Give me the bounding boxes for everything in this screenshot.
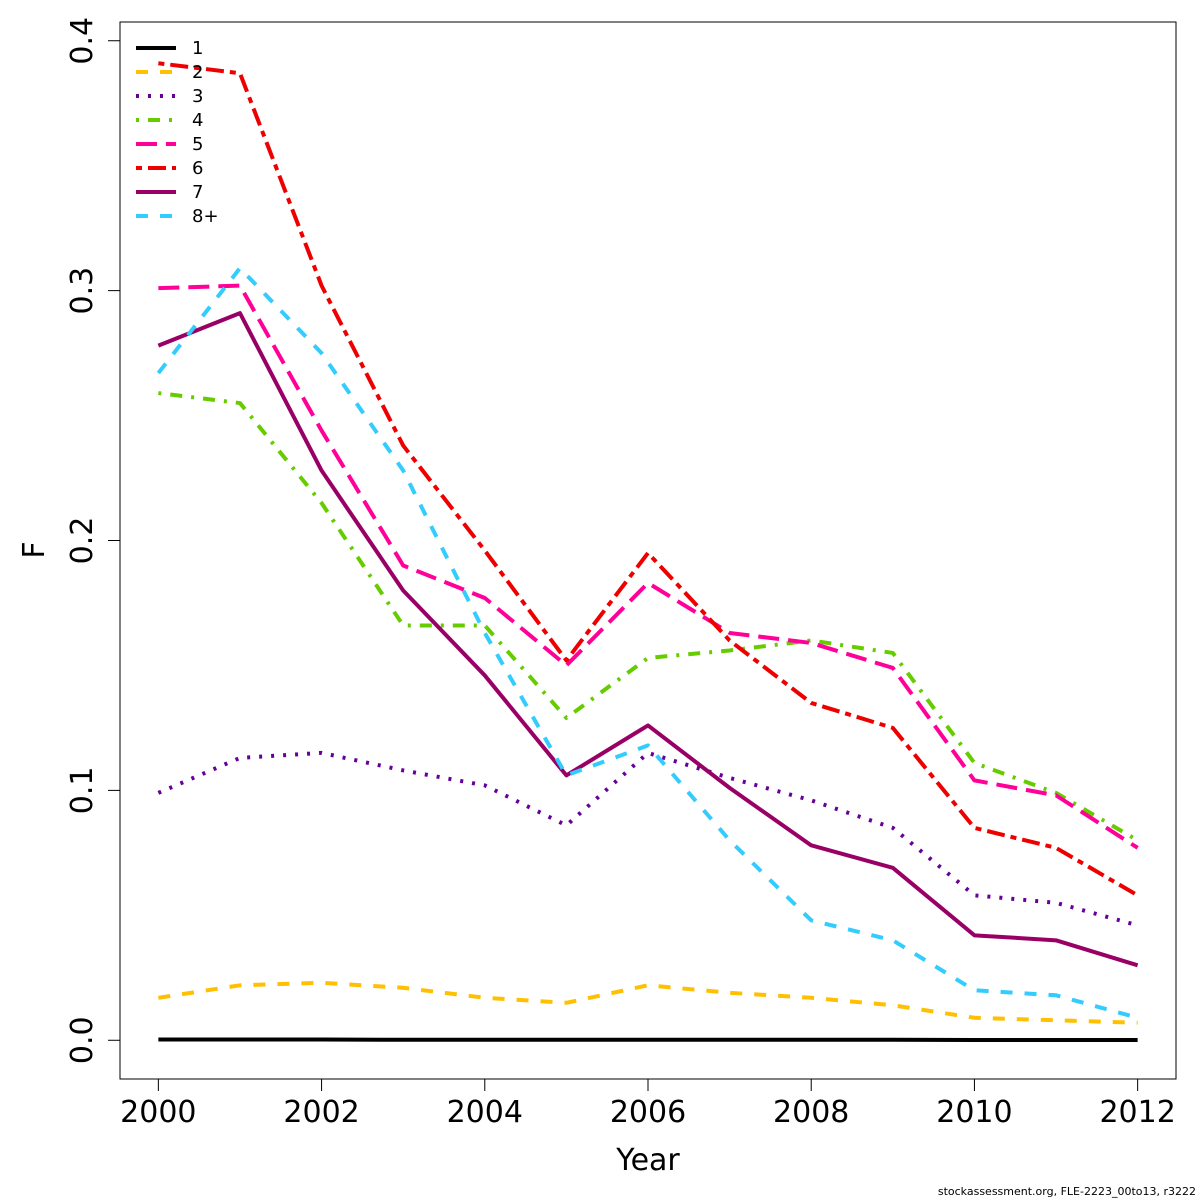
legend-label: 2 [192, 62, 203, 83]
y-tick-label: 0.3 [65, 267, 100, 315]
x-axis-title: Year [615, 1143, 680, 1178]
series-line-6 [158, 61, 1139, 898]
legend-label: 3 [192, 86, 203, 107]
plot-frame [119, 21, 1177, 1080]
x-tick-label: 2000 [120, 1095, 196, 1130]
x-tick-label: 2006 [610, 1095, 686, 1130]
legend-label: 5 [192, 134, 203, 155]
legend-label: 4 [192, 110, 203, 131]
y-axis-title: F [17, 541, 52, 558]
legend: 1 2 3 4 5 6 7 8+ [136, 38, 219, 227]
y-axis: 0.0 0.1 0.2 0.3 0.4 [65, 17, 121, 1064]
y-tick-label: 0.0 [65, 1016, 100, 1064]
series-line-7 [157, 311, 1139, 968]
x-tick-label: 2010 [936, 1095, 1012, 1130]
x-tick-label: 2012 [1099, 1095, 1175, 1130]
series-line-8 [156, 266, 1139, 1020]
series-line-3 [157, 750, 1139, 928]
series-lines [156, 61, 1139, 1043]
y-tick-label: 0.2 [65, 517, 100, 565]
x-tick-label: 2004 [447, 1095, 523, 1130]
series-line-4 [158, 391, 1139, 843]
x-axis: 2000 2002 2004 2006 2008 2010 2012 [120, 1078, 1176, 1130]
legend-label: 6 [192, 158, 203, 179]
y-tick-label: 0.4 [65, 17, 100, 65]
footnote: stockassessment.org, FLE-2223_00to13, r3… [937, 1185, 1196, 1198]
legend-label: 1 [192, 38, 203, 59]
x-tick-label: 2008 [773, 1095, 849, 1130]
series-line-2 [158, 980, 1138, 1025]
legend-label: 8+ [192, 206, 219, 227]
x-tick-label: 2002 [283, 1095, 359, 1130]
series-line-1 [158, 1037, 1138, 1043]
series-line-5 [158, 283, 1139, 850]
legend-label: 7 [192, 182, 203, 203]
y-tick-label: 0.1 [65, 767, 100, 815]
